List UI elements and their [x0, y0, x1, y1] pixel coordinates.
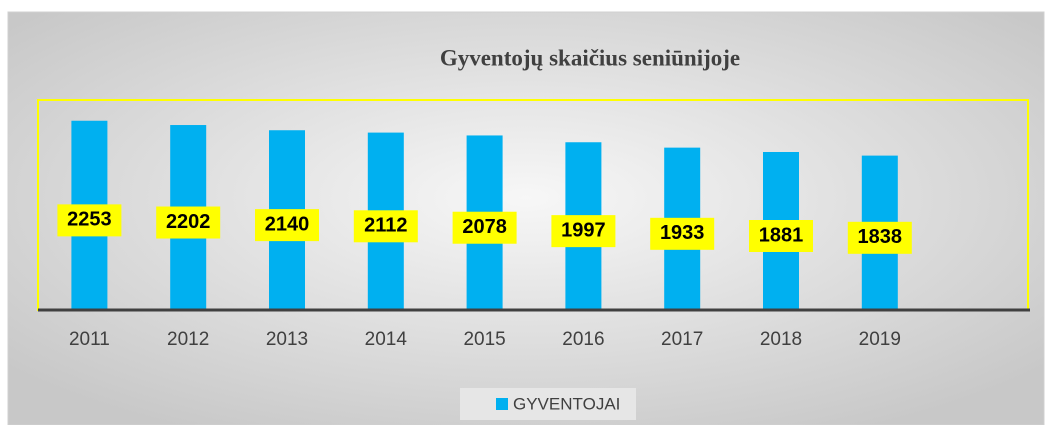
data-label: 1997: [561, 219, 606, 241]
data-label: 2140: [265, 213, 310, 235]
data-label: 2253: [67, 209, 112, 231]
data-label: 1838: [858, 226, 903, 248]
x-tick-label: 2016: [562, 329, 604, 350]
x-tick-label: 2017: [661, 329, 703, 350]
data-label: 1933: [660, 222, 705, 244]
data-label-box: [255, 209, 319, 242]
legend-swatch: [496, 398, 508, 410]
data-label-box: [452, 211, 517, 244]
data-label-box: [551, 215, 616, 248]
x-tick-label: 2013: [266, 329, 308, 350]
legend-box: [460, 388, 636, 420]
data-label-box: [353, 210, 418, 243]
data-label: 2202: [166, 211, 211, 233]
data-label-box: [57, 204, 122, 237]
x-tick-label: 2015: [463, 329, 505, 350]
data-label-box: [749, 219, 813, 252]
data-label-box: [650, 217, 715, 250]
x-tick-label: 2012: [167, 329, 209, 350]
data-label: 2078: [462, 216, 507, 238]
data-label: 2112: [364, 215, 407, 237]
x-tick-label: 2019: [859, 329, 901, 350]
x-tick-label: 2014: [365, 329, 408, 350]
data-label-box: [156, 206, 221, 239]
data-label: 1881: [759, 224, 804, 246]
chart-title: Gyventojų skaičius seniūnijoje: [440, 45, 740, 70]
x-tick-label: 2018: [760, 329, 802, 350]
legend-label: GYVENTOJAI: [513, 394, 620, 413]
x-tick-label: 2011: [69, 329, 110, 350]
data-label-box: [847, 221, 912, 254]
